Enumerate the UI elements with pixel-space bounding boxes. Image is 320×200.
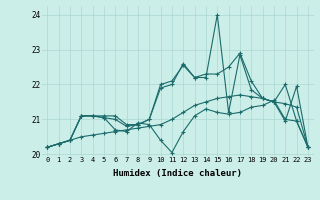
X-axis label: Humidex (Indice chaleur): Humidex (Indice chaleur) — [113, 169, 242, 178]
